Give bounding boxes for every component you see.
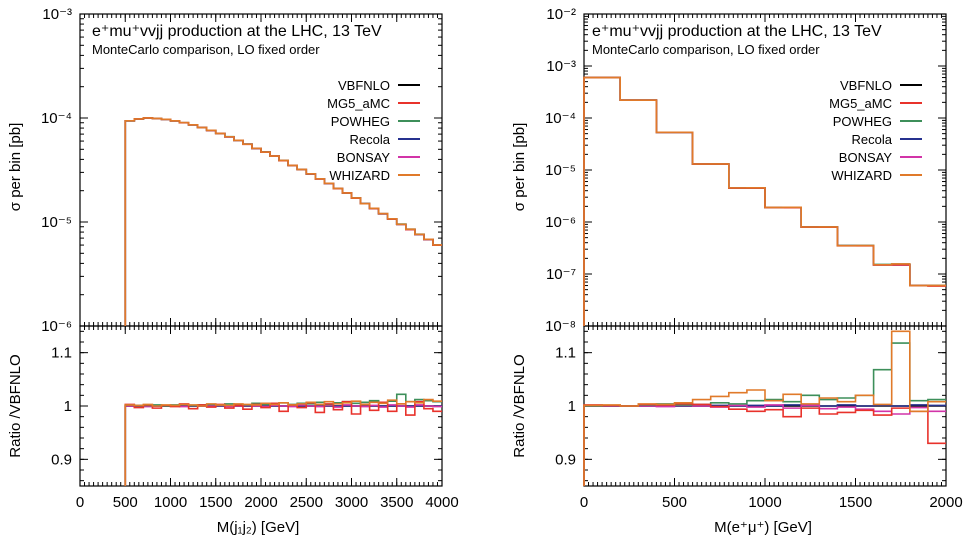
legend-label-recola: Recola bbox=[350, 132, 391, 147]
ratio-series-powheg-line bbox=[124, 393, 442, 486]
left-legend: VBFNLO MG5_aMC POWHEG Recola BONSAY WHIZARD bbox=[327, 78, 420, 183]
main-y-tick-label: 10⁻⁶ bbox=[545, 214, 576, 231]
main-series-whizard-line bbox=[124, 117, 442, 326]
right-xlabel: M(e⁺μ⁺) [GeV] bbox=[714, 519, 812, 536]
legend-label-whizard: WHIZARD bbox=[831, 168, 892, 183]
x-tick-label: 2000 bbox=[244, 494, 277, 511]
left-chart-subtitle: MonteCarlo comparison, LO fixed order bbox=[92, 42, 320, 57]
ratio-series-mg5_amc-line bbox=[124, 400, 442, 486]
ratio-series-vbfnlo-line bbox=[583, 405, 946, 486]
legend-label-powheg: POWHEG bbox=[331, 114, 390, 129]
ratio-series-bonsay-line bbox=[124, 404, 442, 486]
ratio-series-vbfnlo-line bbox=[124, 405, 442, 486]
main-y-tick-label: 10⁻⁵ bbox=[545, 162, 576, 179]
left-xlabel: M(j₁j₂) [GeV] bbox=[217, 519, 300, 536]
x-tick-label: 1000 bbox=[154, 494, 187, 511]
right-chart: e⁺mu⁺vvjj production at the LHC, 13 TeV … bbox=[511, 6, 963, 536]
ratio-y-tick-label: 0.9 bbox=[555, 451, 576, 468]
right-legend: VBFNLO MG5_aMC POWHEG Recola BONSAY WHIZARD bbox=[829, 78, 922, 183]
main-series-mg5_amc-line bbox=[124, 117, 442, 326]
legend-label-powheg: POWHEG bbox=[833, 114, 892, 129]
main-series-bonsay-line bbox=[124, 117, 442, 326]
x-tick-label: 1000 bbox=[748, 494, 781, 511]
legend-label-bonsay: BONSAY bbox=[337, 150, 391, 165]
main-y-tick-label: 10⁻³ bbox=[546, 58, 576, 75]
main-y-tick-label: 10⁻⁵ bbox=[41, 214, 72, 231]
ratio-series-mg5_amc-line bbox=[583, 403, 946, 486]
ratio-y-tick-label: 1.1 bbox=[51, 345, 72, 362]
ratio-series-bonsay-line bbox=[583, 404, 946, 486]
right-ratio-ylabel: Ratio /VBFNLO bbox=[511, 354, 528, 457]
ratio-series-recola-line bbox=[583, 404, 946, 486]
main-y-tick-label: 10⁻⁸ bbox=[545, 318, 576, 335]
left-chart: e⁺mu⁺vvjj production at the LHC, 13 TeV … bbox=[7, 6, 459, 536]
main-y-tick-label: 10⁻³ bbox=[42, 6, 72, 23]
x-tick-label: 500 bbox=[113, 494, 138, 511]
ratio-series-recola-line bbox=[124, 405, 442, 486]
right-chart-marks: 10⁻² 10⁻³ 10⁻⁴ 10⁻⁵ 10⁻⁶ 10⁻⁷ 10⁻⁸ 1.1 1 0.9 0 500 1… bbox=[545, 6, 963, 511]
x-tick-label: 1500 bbox=[839, 494, 872, 511]
x-tick-label: 500 bbox=[662, 494, 687, 511]
legend-label-recola: Recola bbox=[852, 132, 893, 147]
legend-label-whizard: WHIZARD bbox=[329, 168, 390, 183]
ratio-y-tick-label: 1 bbox=[64, 398, 72, 415]
x-tick-label: 4000 bbox=[425, 494, 458, 511]
main-y-tick-label: 10⁻⁶ bbox=[41, 318, 72, 335]
main-series-recola-line bbox=[124, 117, 442, 326]
main-y-tick-label: 10⁻⁴ bbox=[41, 110, 72, 127]
x-tick-label: 2000 bbox=[929, 494, 962, 511]
left-main-ylabel: σ per bin [pb] bbox=[7, 123, 24, 211]
main-series-whizard-line bbox=[583, 76, 946, 326]
legend-label-mg5_amc: MG5_aMC bbox=[829, 96, 892, 111]
x-tick-label: 0 bbox=[580, 494, 588, 511]
ratio-y-tick-label: 1 bbox=[568, 398, 576, 415]
ratio-y-tick-label: 1.1 bbox=[555, 345, 576, 362]
ratio-series-whizard-line bbox=[583, 330, 946, 486]
legend-label-vbfnlo: VBFNLO bbox=[840, 78, 892, 93]
right-chart-title: e⁺mu⁺vvjj production at the LHC, 13 TeV bbox=[592, 23, 882, 40]
legend-label-vbfnlo: VBFNLO bbox=[338, 78, 390, 93]
left-chart-marks: 10⁻³ 10⁻⁴ 10⁻⁵ 10⁻⁶ 1.1 1 0.9 0 500 1000 1500 2000 2… bbox=[41, 6, 459, 511]
main-y-tick-label: 10⁻⁴ bbox=[545, 110, 576, 127]
x-tick-label: 2500 bbox=[290, 494, 323, 511]
legend-label-mg5_amc: MG5_aMC bbox=[327, 96, 390, 111]
x-tick-label: 0 bbox=[76, 494, 84, 511]
right-main-ylabel: σ per bin [pb] bbox=[511, 123, 528, 211]
legend-label-bonsay: BONSAY bbox=[839, 150, 893, 165]
left-ratio-ylabel: Ratio /VBFNLO bbox=[7, 354, 24, 457]
main-series-powheg-line bbox=[124, 117, 442, 326]
main-y-tick-label: 10⁻⁷ bbox=[546, 266, 576, 283]
right-chart-subtitle: MonteCarlo comparison, LO fixed order bbox=[592, 42, 820, 57]
main-y-tick-label: 10⁻² bbox=[546, 6, 576, 23]
ratio-series-whizard-line bbox=[124, 398, 442, 486]
x-tick-label: 1500 bbox=[199, 494, 232, 511]
left-chart-title: e⁺mu⁺vvjj production at the LHC, 13 TeV bbox=[92, 23, 382, 40]
ratio-y-tick-label: 0.9 bbox=[51, 451, 72, 468]
x-tick-label: 3000 bbox=[335, 494, 368, 511]
x-tick-label: 3500 bbox=[380, 494, 413, 511]
main-series-vbfnlo-line bbox=[124, 117, 442, 326]
